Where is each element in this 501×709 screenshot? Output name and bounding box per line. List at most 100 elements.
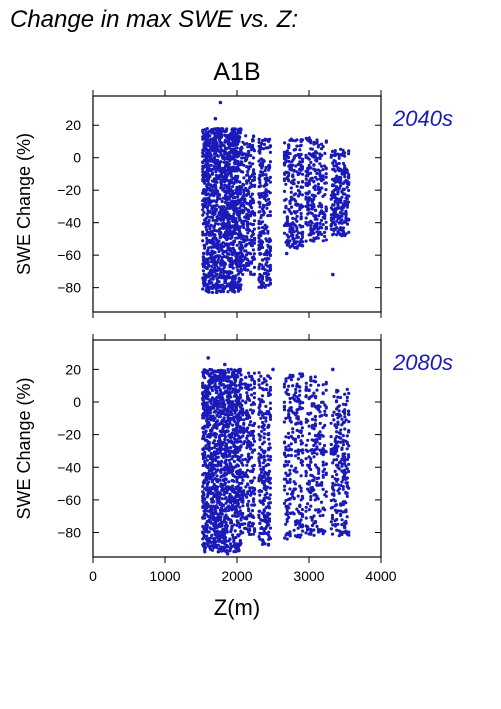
data-point [224,391,228,395]
data-point [225,184,229,188]
data-point [268,238,273,243]
data-point [249,234,254,238]
data-point [258,464,262,468]
data-point [226,470,230,474]
data-point [224,477,228,481]
data-point [307,432,311,436]
data-point [250,524,254,528]
data-point [247,521,251,526]
data-point [231,450,235,454]
data-point [288,534,292,538]
data-point [295,233,299,238]
data-point [338,210,343,215]
data-point [212,433,216,437]
data-point [215,413,219,417]
data-point [202,153,206,157]
data-point [232,540,236,544]
data-point [287,240,291,245]
data-point [217,385,221,389]
data-point [228,227,232,231]
data-point [201,504,205,508]
data-point [315,495,319,500]
data-point [299,211,303,216]
data-point [236,458,240,462]
data-point [208,156,213,160]
data-point [309,504,313,508]
data-point [298,156,302,160]
data-point [295,214,299,218]
data-point [318,433,322,438]
data-point [318,509,322,513]
data-point [264,488,268,492]
data-point [209,233,213,237]
data-point [298,389,302,393]
data-point [252,184,257,188]
data-point [347,218,351,222]
data-point [307,190,311,194]
data-point [210,144,215,148]
data-point [235,223,239,227]
data-point [229,242,233,246]
data-point [228,180,232,185]
data-point [208,374,212,378]
data-point [220,212,224,216]
data-point [341,181,345,186]
data-point [245,436,249,440]
data-point [293,482,298,486]
data-point [309,138,313,143]
data-point [268,455,273,459]
data-point [262,432,266,436]
data-point [332,214,336,218]
data-point [340,206,344,211]
data-point [241,219,245,224]
data-point [241,195,245,199]
data-point [233,391,237,395]
data-point [299,225,303,229]
data-point [310,478,315,483]
data-point [201,415,205,419]
data-point [295,203,299,207]
data-point [235,480,239,484]
data-point [236,289,240,293]
data-point [223,497,227,501]
data-point [239,541,243,546]
data-point [283,408,287,412]
data-point [218,388,222,392]
data-point [263,268,267,272]
data-point [247,175,252,179]
data-point [321,463,325,467]
data-point [202,265,206,269]
data-point [306,169,310,173]
data-point [201,500,205,504]
data-point [214,391,218,395]
data-point [237,136,241,141]
data-point [244,457,248,461]
data-point [233,529,237,533]
data-point [260,141,264,146]
data-point [221,508,225,512]
data-point [240,426,244,430]
data-point [295,144,299,148]
data-point [285,149,289,153]
data-point [223,280,227,285]
data-point [324,490,328,494]
data-point [265,260,269,264]
data-point [201,425,205,429]
data-point [242,163,246,167]
data-point [329,213,333,217]
data-point [268,401,272,405]
data-point [214,426,218,430]
data-point [310,417,315,421]
data-point [226,407,230,411]
data-point [207,446,211,451]
data-point [242,234,246,238]
data-point [304,385,308,389]
data-point [233,195,237,200]
data-point [207,382,211,386]
data-point [247,167,251,171]
data-point [301,240,305,244]
data-point [211,417,215,421]
data-point [224,448,228,452]
data-point [287,409,291,413]
data-point [234,225,238,230]
